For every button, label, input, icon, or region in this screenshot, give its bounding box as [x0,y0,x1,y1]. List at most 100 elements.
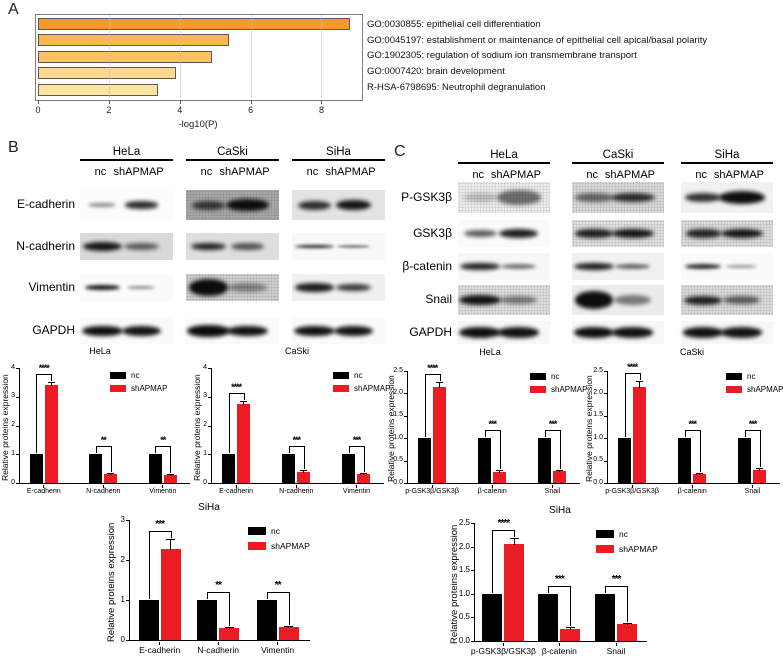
bar-shAPMAP [617,624,638,641]
blot-strip [681,220,773,247]
blot-band-nc [684,263,722,270]
x-tick [751,484,753,488]
y-tick [126,640,129,641]
y-tick-label: 0 [120,635,125,644]
go-gridline [321,15,323,98]
y-tick-label: 0.0 [393,478,403,486]
y-tick [604,393,607,395]
legend-swatch-nc [596,530,614,538]
error-bar-cap [565,626,575,628]
blot-band-sh [335,199,372,211]
y-axis-title: Relative proteins expression [584,375,594,483]
category-label: Snail [744,488,761,495]
significance-stars: *** [488,419,498,430]
category-label: E-cadherin [26,488,61,495]
y-tick [471,523,474,524]
bar-shAPMAP [163,475,177,483]
bar-nc [595,593,616,641]
blot-row-label: N-cadherin [16,238,75,253]
chart-title: HeLa [89,346,111,356]
y-tick [16,368,19,369]
blot-strip [186,190,279,220]
significance-leg [229,592,231,626]
y-tick-label: 0.0 [458,636,470,645]
significance-bracket [605,585,628,587]
cell-line-underline [458,162,550,164]
error-bar-line [288,626,290,629]
blot-strip [292,318,385,344]
go-x-tick-label: 2 [106,105,112,115]
go-bar [38,50,212,63]
legend-swatch-nc [530,373,546,380]
y-tick [404,483,407,484]
y-tick [604,438,607,440]
significance-leg [348,446,350,454]
bar-nc [256,600,277,640]
bar-nc [29,454,43,483]
go-x-axis-label: -log10(P) [178,119,218,130]
significance-bracket [228,393,244,395]
error-bar-line [363,473,365,476]
significance-leg [51,373,53,381]
significance-leg [627,585,629,622]
category-label: β-catenin [677,488,707,495]
category-label: Vimentin [342,488,371,495]
significance-stars: **** [38,362,50,373]
category-label: Snail [544,488,561,495]
cell-line-underline [186,159,279,161]
significance-leg [514,530,516,538]
go-term: GO:0007420: brain development [367,66,505,78]
y-tick [208,425,211,427]
blot-strip [572,220,664,247]
significance-bracket [148,531,171,533]
blot-strip [458,321,550,344]
chart-title: SiHa [549,505,571,516]
category-label: N-cadherin [86,488,121,495]
significance-bracket [348,446,364,448]
legend-label: nc [131,370,140,380]
error-bar-line [170,539,172,551]
significance-bracket [207,592,230,593]
y-axis [19,368,21,484]
blot-strip [292,233,385,260]
x-tick [491,484,493,488]
legend-swatch-shAPMAP [333,385,349,392]
bar-nc [738,438,752,483]
bar-shAPMAP [104,474,118,483]
category-label: β-catenin [541,646,577,656]
blot-strip [458,253,550,280]
blot-row-label: Vimentin [28,279,75,294]
blot-band-sh [723,295,761,305]
go-term: GO:1902305: regulation of sodium ion tra… [367,50,637,62]
x-tick [162,484,164,488]
blot-band-sh [610,192,655,203]
bar-shAPMAP [237,403,251,483]
significance-bracket [95,446,111,448]
y-axis-title: Relative proteins expression [192,374,202,481]
y-tick-label: 3 [120,515,125,524]
y-axis-title: Relative proteins expression [0,374,10,481]
bar-nc [138,600,159,640]
lane-label-shapmap: shAPMAP [325,166,376,178]
significance-leg [243,393,245,401]
blot-band-sh [336,245,371,248]
blot-band-sh [614,294,652,306]
cell-line-header: HeLa [112,146,141,158]
legend-swatch-shAPMAP [726,386,742,393]
significance-stars: *** [748,419,758,430]
x-tick [159,641,161,645]
y-tick-label: 2.0 [458,541,470,551]
panel-a-label: A [8,1,19,18]
go-x-tick-label: 0 [35,105,41,115]
go-bar [38,34,230,47]
y-tick-label: 2.5 [458,518,470,527]
blot-strip [186,274,279,301]
y-tick [604,460,607,462]
blot-strip [80,190,173,220]
blot-band-nc [684,193,722,202]
blot-band-sh [720,228,763,239]
y-axis [474,523,476,642]
blot-strip [186,233,279,260]
y-tick [208,396,211,398]
x-tick [631,484,633,488]
